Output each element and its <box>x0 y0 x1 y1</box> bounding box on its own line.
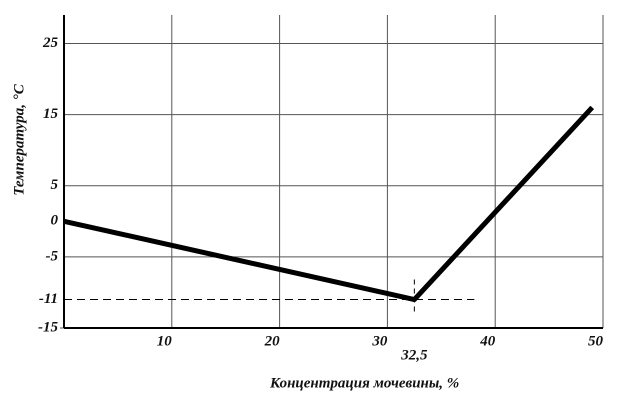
y-tick-label: 0 <box>51 213 59 229</box>
x-axis-title: Концентрация мочевины, % <box>269 375 459 391</box>
y-tick-label: -11 <box>39 291 58 307</box>
x-tick-label: 10 <box>157 333 173 349</box>
y-tick-label: 5 <box>51 177 59 193</box>
data-line <box>63 105 595 303</box>
x-tick-label: 50 <box>588 333 604 349</box>
x-tick-label: 32,5 <box>400 347 428 363</box>
x-tick-label: 40 <box>479 333 496 349</box>
y-tick-label: 15 <box>43 106 59 122</box>
y-tick-label: -5 <box>46 248 59 264</box>
y-tick-label: 25 <box>42 35 59 51</box>
x-tick-label: 30 <box>371 333 388 349</box>
y-tick-label: -15 <box>38 319 58 335</box>
y-axis-title: Температура, °C <box>11 83 27 195</box>
x-tick-label: 20 <box>264 333 281 349</box>
